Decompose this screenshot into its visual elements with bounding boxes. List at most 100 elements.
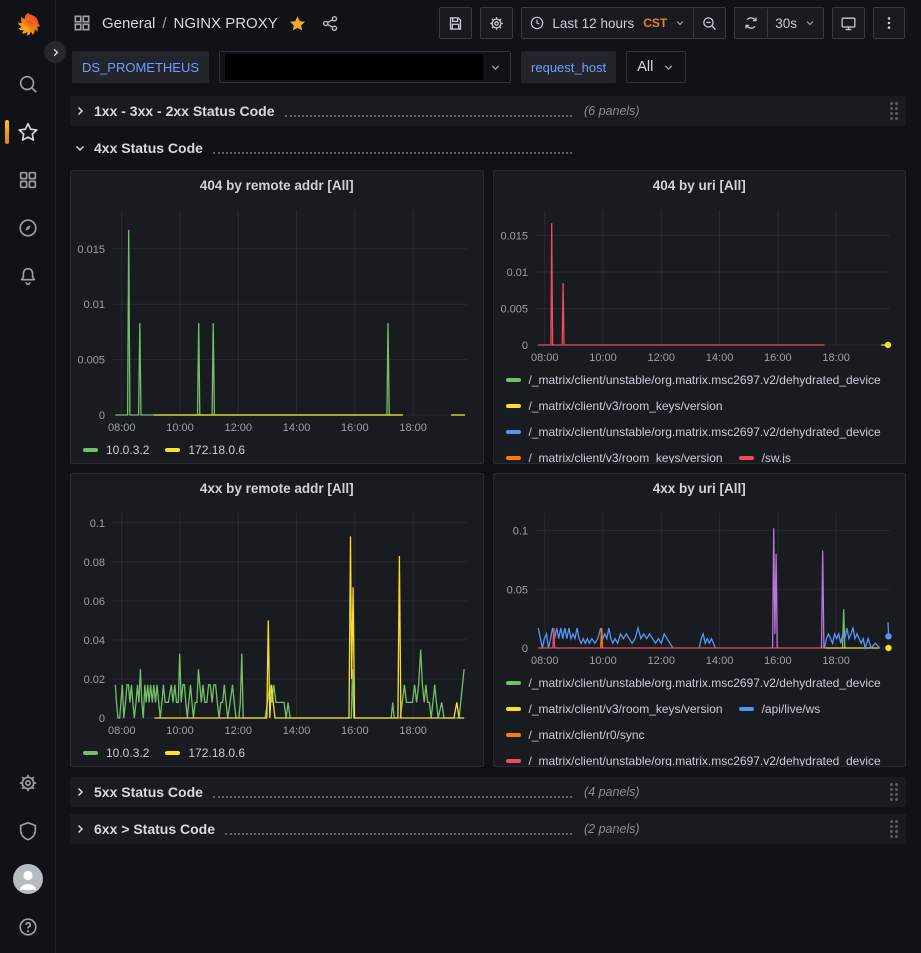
legend-item[interactable]: 172.18.0.6 (165, 745, 245, 761)
refresh-button[interactable] (735, 8, 767, 38)
series-point (884, 633, 892, 640)
series-line (115, 229, 402, 416)
sidebar-item-starred[interactable] (0, 108, 56, 156)
breadcrumb-dashboard-title[interactable]: NGINX PROXY (173, 14, 278, 32)
legend-item[interactable]: 10.0.3.2 (83, 442, 149, 458)
legend-item[interactable]: /_matrix/client/unstable/org.matrix.msc2… (505, 675, 881, 691)
legend-item[interactable]: 172.18.0.6 (165, 442, 245, 458)
legend-swatch (83, 751, 98, 755)
breadcrumb: General / NGINX PROXY (72, 13, 340, 33)
x-axis-tick-label: 10:00 (589, 352, 617, 364)
sidebar-item-configuration[interactable] (0, 759, 56, 807)
x-axis-tick-label: 14:00 (283, 422, 311, 434)
request-host-variable-label[interactable]: request_host (521, 51, 617, 83)
dashboard-settings-button[interactable] (480, 7, 514, 39)
legend-label: 172.18.0.6 (188, 443, 246, 457)
row-header: 6xx > Status Code (74, 817, 574, 841)
y-axis-tick-label: 0 (521, 643, 527, 655)
x-axis-tick-label: 18:00 (822, 655, 850, 667)
x-axis-tick-label: 14:00 (283, 725, 311, 737)
row-dotted-leader (225, 817, 572, 835)
y-axis-tick-label: 0.04 (84, 635, 105, 647)
row-dotted-leader (212, 136, 572, 154)
legend-swatch (738, 456, 754, 460)
row-6xx[interactable]: 6xx > Status Code (2 panels) (70, 814, 906, 844)
breadcrumb-separator: / (162, 14, 167, 32)
request-host-variable-select[interactable]: All (626, 51, 687, 83)
row-title[interactable]: 1xx - 3xx - 2xx Status Code (94, 103, 275, 119)
legend-item[interactable]: /_matrix/client/v3/room_keys/version (505, 701, 723, 717)
grafana-logo[interactable] (13, 10, 43, 40)
sidebar-item-search[interactable] (0, 60, 56, 108)
x-axis-tick-label: 14:00 (705, 352, 733, 364)
legend-item[interactable]: /api/live/ws (738, 701, 820, 717)
help-icon (17, 916, 39, 938)
series-line (820, 550, 825, 649)
row-1xx-3xx-2xx[interactable]: 1xx - 3xx - 2xx Status Code (6 panels) (70, 96, 906, 126)
breadcrumb-folder[interactable]: General (102, 14, 156, 32)
panel-title[interactable]: 4xx by remote addr [All] (199, 481, 354, 496)
chart-canvas[interactable]: 0 0.02 0.04 0.06 0.08 0.1 08:00 10:00 12:00 14:00… (73, 504, 479, 740)
tv-mode-button[interactable] (832, 7, 865, 39)
save-dashboard-button[interactable] (439, 7, 473, 39)
more-options-button[interactable] (873, 7, 905, 39)
row-dotted-leader (284, 99, 572, 117)
legend-label: /_matrix/client/unstable/org.matrix.msc2… (528, 676, 881, 690)
legend-item[interactable]: /sw.js (738, 450, 791, 463)
legend-item[interactable]: /_matrix/client/unstable/org.matrix.msc2… (505, 372, 881, 388)
row-title[interactable]: 6xx > Status Code (94, 821, 215, 837)
sidebar-item-alerting[interactable] (0, 252, 56, 300)
settings-gear-icon (488, 15, 505, 32)
panel-title[interactable]: 4xx by uri [All] (652, 481, 746, 496)
x-axis-tick-label: 14:00 (705, 655, 733, 667)
row-5xx[interactable]: 5xx Status Code (4 panels) (70, 777, 906, 807)
panel-title[interactable]: 404 by uri [All] (652, 178, 746, 193)
sidebar-item-profile[interactable] (0, 855, 56, 903)
drag-handle-icon[interactable] (890, 783, 898, 801)
chart-canvas[interactable]: 0 0.005 0.01 0.015 08:00 10:00 12:00 14:00 16:00… (496, 201, 902, 367)
row-title[interactable]: 4xx Status Code (94, 140, 203, 156)
legend-swatch (505, 733, 521, 737)
sidebar-item-help[interactable] (0, 903, 56, 951)
refresh-interval-picker[interactable]: 30s (767, 8, 823, 38)
drag-handle-icon[interactable] (890, 820, 898, 838)
sidebar-expand-button[interactable] (44, 41, 66, 63)
x-axis-tick-label: 08:00 (108, 422, 136, 434)
legend-label: 10.0.3.2 (106, 746, 150, 760)
legend-item[interactable]: /_matrix/client/r0/sync (505, 727, 645, 743)
legend-item[interactable]: 10.0.3.2 (83, 745, 149, 761)
sidebar-item-server-admin[interactable] (0, 807, 56, 855)
legend-swatch (505, 404, 521, 408)
drag-handle-icon[interactable] (890, 102, 898, 120)
timepicker-button[interactable]: Last 12 hours CST (522, 8, 693, 38)
sidebar-item-dashboards[interactable] (0, 156, 56, 204)
legend-item[interactable]: /_matrix/client/v3/room_keys/version (505, 450, 723, 463)
chevron-right-icon (74, 786, 86, 798)
share-icon[interactable] (321, 14, 340, 33)
panel-title[interactable]: 404 by remote addr [All] (199, 178, 354, 193)
row-title[interactable]: 5xx Status Code (94, 784, 203, 800)
legend-item[interactable]: /_matrix/client/v3/room_keys/version (505, 398, 723, 414)
chart-canvas[interactable]: 0 0.05 0.1 08:00 10:00 12:00 14:00 16:00 18:00 (496, 504, 902, 670)
legend: /_matrix/client/unstable/org.matrix.msc2… (494, 367, 906, 463)
sidebar-item-explore[interactable] (0, 204, 56, 252)
chevron-right-icon (74, 823, 86, 835)
chevron-down-icon (804, 17, 816, 29)
legend: /_matrix/client/unstable/org.matrix.msc2… (494, 670, 906, 766)
panel: 404 by uri [All] 0 0.005 0.01 0.015 08:00 10:0… (492, 170, 906, 464)
legend-label: /_matrix/client/v3/room_keys/version (528, 451, 723, 463)
y-axis-tick-label: 0.08 (84, 557, 105, 569)
legend-item[interactable]: /_matrix/client/unstable/org.matrix.msc2… (505, 424, 881, 440)
kebab-menu-icon (881, 15, 897, 31)
zoom-out-button[interactable] (693, 8, 725, 38)
datasource-variable-label[interactable]: DS_PROMETHEUS (72, 51, 210, 83)
legend-item[interactable]: /_matrix/client/unstable/org.matrix.msc2… (505, 753, 881, 766)
favorite-star-icon[interactable] (288, 14, 307, 33)
datasource-variable-select[interactable] (219, 51, 512, 83)
bell-icon (17, 265, 39, 287)
row-panel-count: (6 panels) (584, 104, 640, 118)
chart-canvas[interactable]: 0 0.005 0.01 0.015 08:00 10:00 12:00 14:00 16:00… (73, 201, 479, 437)
row-4xx[interactable]: 4xx Status Code (70, 133, 906, 163)
x-axis-tick-label: 10:00 (166, 725, 194, 737)
